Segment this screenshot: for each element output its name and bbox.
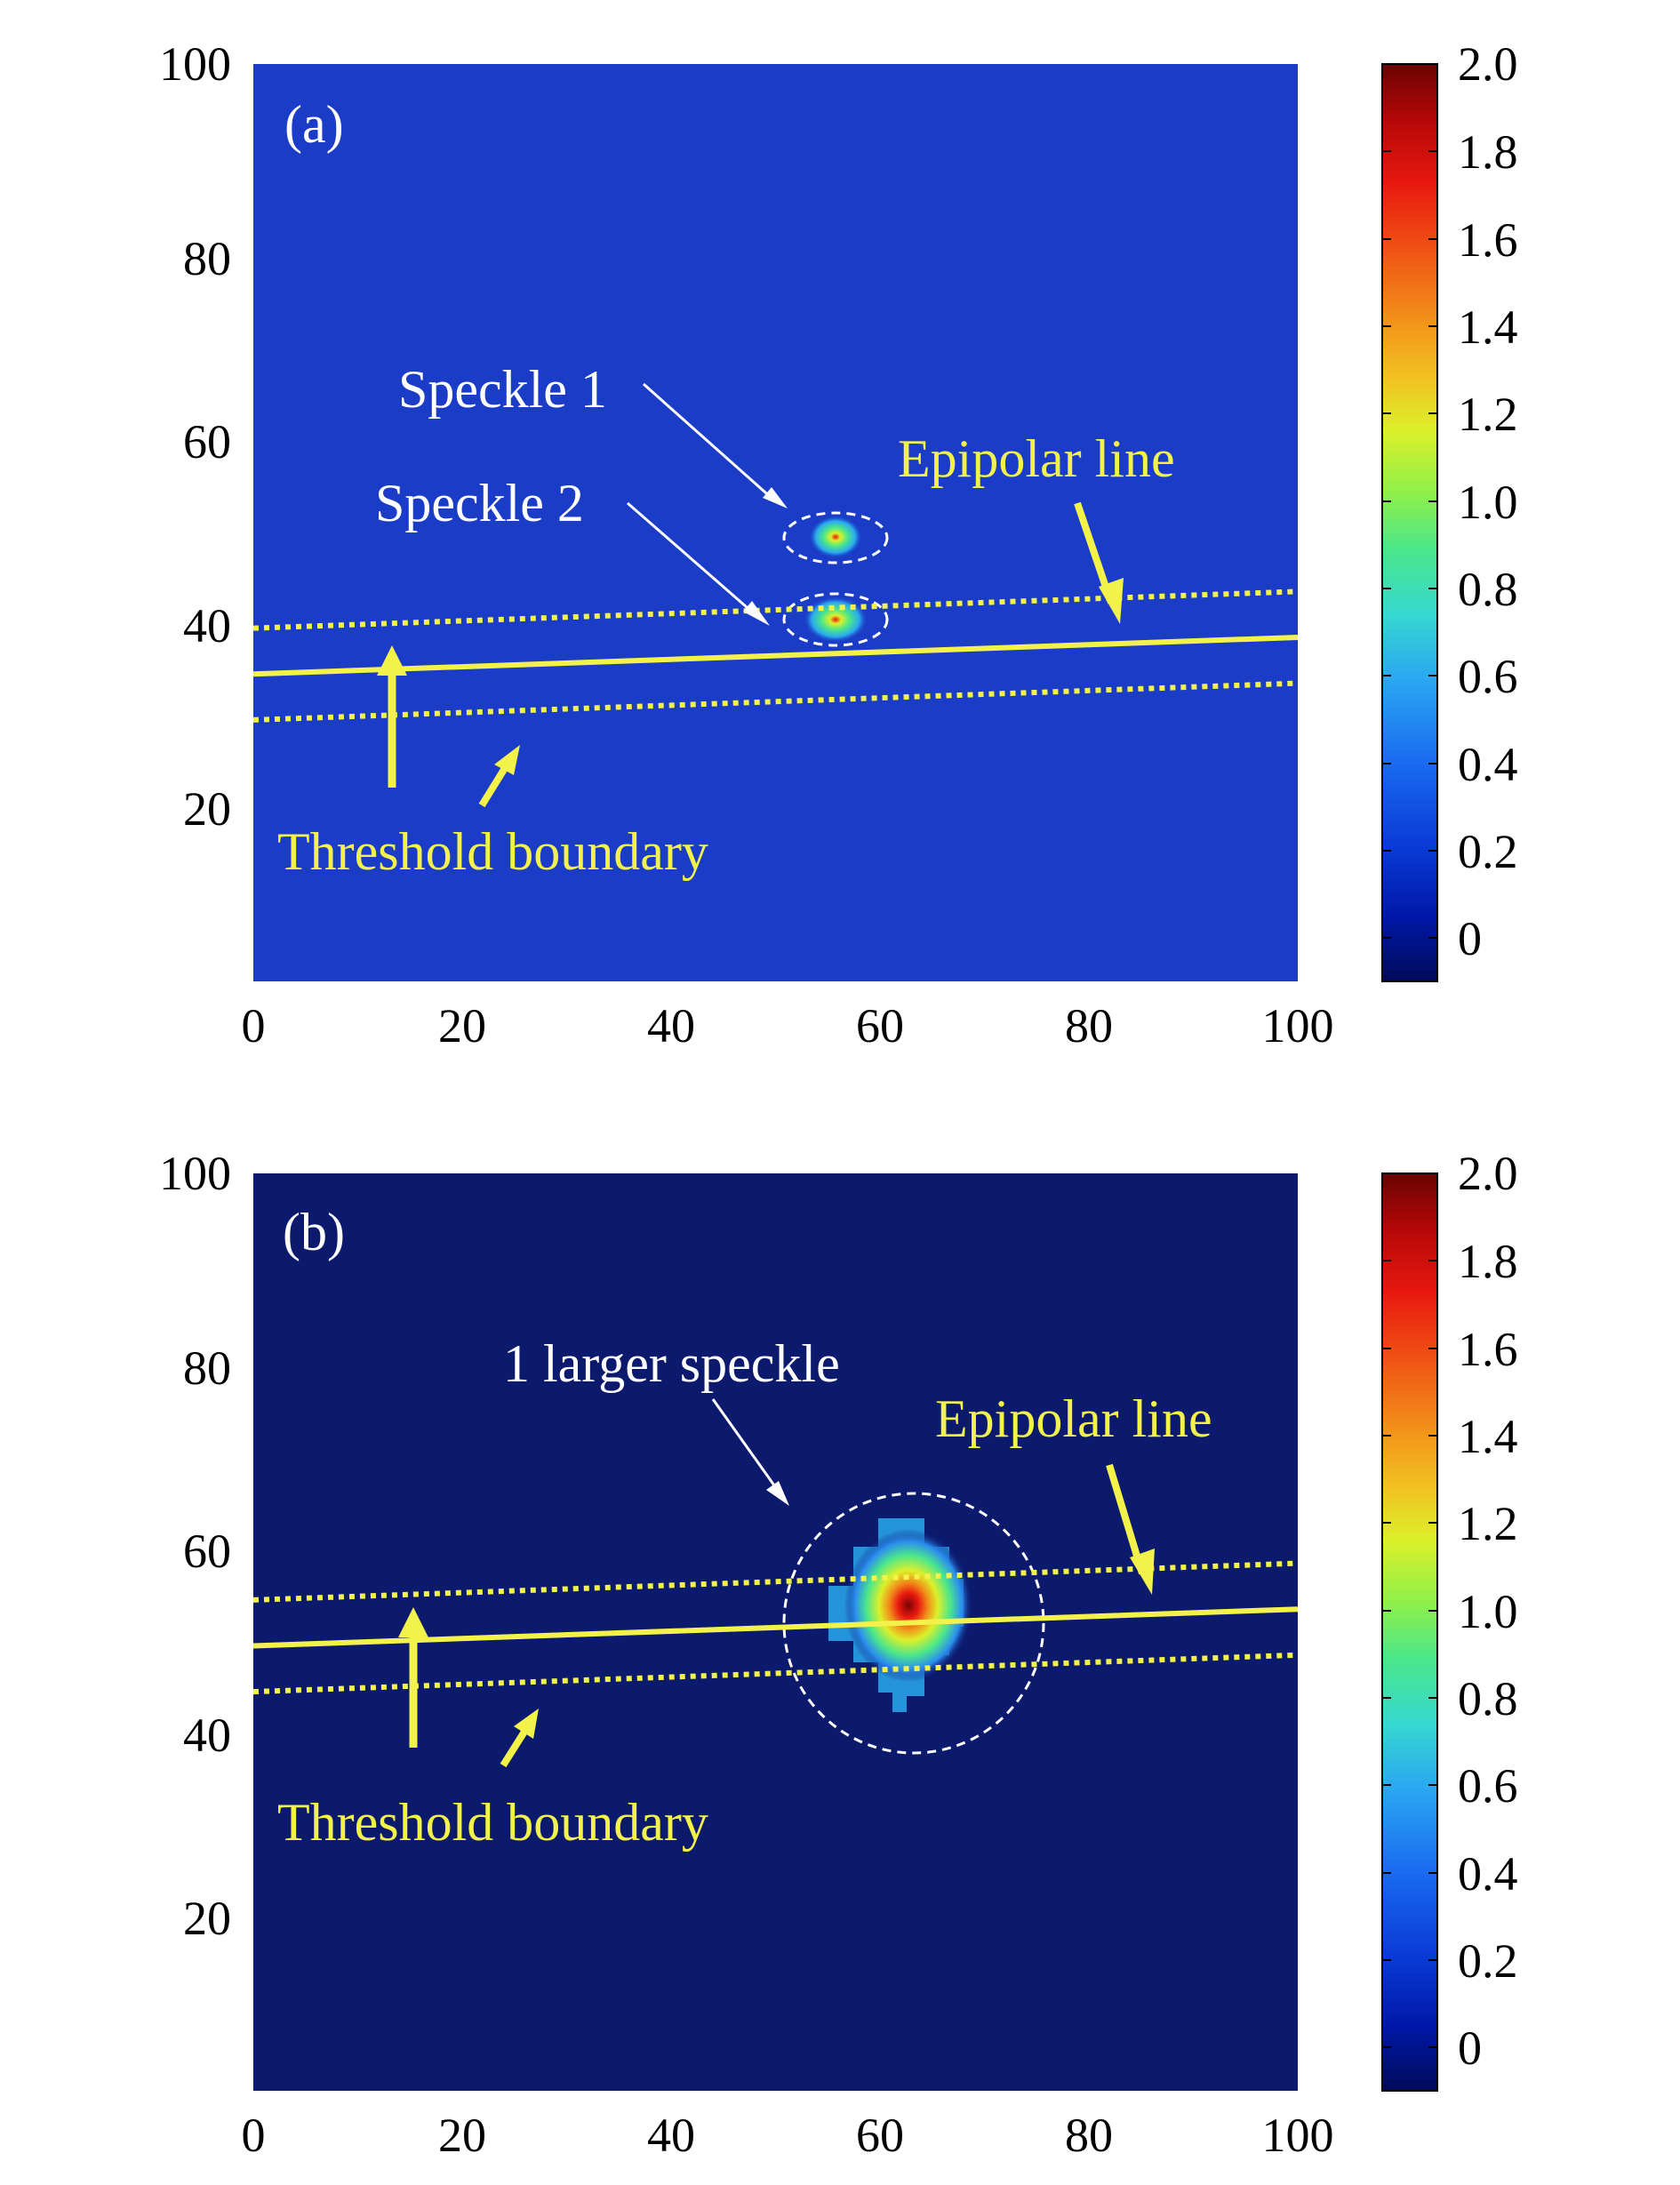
panel-b-colorbar-bar (1381, 1173, 1438, 2092)
panel-a-threshold-label: Threshold boundary (277, 822, 708, 881)
panel-b-x-tick-4: 80 (1065, 2109, 1113, 2162)
panel-b-speckle-blob (844, 1529, 972, 1682)
panel-b-epipolar-line (252, 1606, 1299, 1649)
panel-b-label: (b) (283, 1203, 345, 1261)
panel-b-x-tick-3: 60 (856, 2109, 904, 2162)
panel-b-cbar-tick-2-0: 2.0 (1458, 1147, 1518, 1200)
panel-a-speckle-1 (809, 516, 862, 558)
panel-a-epipolar-line (252, 635, 1299, 677)
panel-b-threshold-arrow-diag (500, 1709, 539, 1768)
panel-b-speckle-pointer (711, 1398, 789, 1506)
panel-a-cbar-tick-0-8: 0.8 (1458, 563, 1518, 616)
panel-b-colorbar: 0 0.2 0.4 0.6 0.8 1.0 1.2 1.4 1.6 1.8 2.… (1381, 1147, 1518, 2092)
panel-a-threshold-arrow-diag (478, 745, 520, 808)
panel-b-x-tick-2: 40 (647, 2109, 695, 2162)
panel-b-y-tick-20: 20 (183, 1892, 231, 1945)
panel-a-threshold-lower-line (252, 680, 1299, 723)
panel-b-y-tick-100: 100 (159, 1147, 231, 1200)
panel-a-x-tick-0: 0 (242, 999, 266, 1052)
panel-a-cbar-tick-1-6: 1.6 (1458, 213, 1518, 267)
panel-b-cbar-tick-0-6: 0.6 (1458, 1759, 1518, 1813)
panel-a-cbar-tick-0-4: 0.4 (1458, 738, 1518, 791)
panel-a-epipolar-label: Epipolar line (898, 429, 1175, 488)
panel-b-speckle-circle (782, 1492, 1045, 1755)
panel-a-y-tick-40: 40 (183, 599, 231, 652)
panel-a-y-tick-20: 20 (183, 782, 231, 836)
panel-a-cbar-tick-1-4: 1.4 (1458, 300, 1518, 354)
panel-b-x-ticks: 0 20 40 60 80 100 (242, 2109, 1334, 2162)
panel-b-x-tick-1: 20 (438, 2109, 486, 2162)
panel-a-x-tick-3: 60 (856, 999, 904, 1052)
panel-a-y-ticks: 20 40 60 80 100 (159, 37, 231, 836)
panel-a-y-tick-60: 60 (183, 415, 231, 468)
panel-a-speckle-2-label: Speckle 2 (375, 474, 584, 532)
panel-a: (a) Speckle 1 Speckle 2 Epipolar line Th… (159, 37, 1518, 1052)
panel-b-threshold-label: Threshold boundary (277, 1793, 708, 1852)
panel-a-speckle-1-blob (809, 516, 862, 558)
panel-b: (b) 1 larger speckle Epipolar line Thres… (159, 1147, 1518, 2162)
panel-a-x-tick-2: 40 (647, 999, 695, 1052)
panel-a-threshold-arrow-up (377, 645, 407, 788)
panel-a-speckle-2-blob (804, 596, 868, 643)
panel-a-label: (a) (284, 95, 344, 154)
panel-b-epipolar-arrow (1106, 1463, 1155, 1595)
panel-b-plot-area (253, 1173, 1298, 2091)
panel-a-cbar-tick-0: 0 (1458, 912, 1482, 965)
panel-a-cbar-tick-1-2: 1.2 (1458, 388, 1518, 441)
panel-b-y-tick-60: 60 (183, 1525, 231, 1578)
panel-a-plot-area (253, 64, 1298, 981)
panel-b-threshold-upper-line (252, 1560, 1299, 1603)
panel-a-threshold-upper-line (252, 588, 1299, 631)
panel-b-cbar-tick-1-8: 1.8 (1458, 1235, 1518, 1288)
panel-a-colorbar-bar (1381, 63, 1438, 982)
panel-b-x-tick-5: 100 (1262, 2109, 1334, 2162)
panel-a-speckle-2 (804, 596, 868, 643)
panel-b-y-tick-80: 80 (183, 1341, 231, 1395)
panel-a-cbar-tick-1-0: 1.0 (1458, 476, 1518, 529)
panel-a-cbar-tick-0-2: 0.2 (1458, 825, 1518, 878)
panel-a-cbar-tick-2-0: 2.0 (1458, 37, 1518, 91)
panel-a-colorbar-ticks (1382, 150, 1437, 939)
panel-a-cbar-tick-1-8: 1.8 (1458, 125, 1518, 179)
panel-b-cbar-tick-0: 0 (1458, 2021, 1482, 2075)
panel-b-threshold-arrow-up (398, 1607, 428, 1748)
panel-b-x-tick-0: 0 (242, 2109, 266, 2162)
panel-b-y-ticks: 20 40 60 80 100 (159, 1147, 231, 1945)
panel-a-x-tick-4: 80 (1065, 999, 1113, 1052)
panel-b-colorbar-ticks (1382, 1260, 1437, 2048)
panel-a-x-tick-1: 20 (438, 999, 486, 1052)
panel-a-speckle-2-circle (782, 592, 889, 647)
panel-b-cbar-tick-0-2: 0.2 (1458, 1934, 1518, 1988)
panel-b-y-tick-40: 40 (183, 1709, 231, 1762)
panel-b-cbar-tick-0-8: 0.8 (1458, 1672, 1518, 1725)
panel-a-speckle-1-pointer (643, 382, 788, 508)
panel-b-threshold-lower-line (252, 1652, 1299, 1695)
panel-b-cbar-tick-1-2: 1.2 (1458, 1497, 1518, 1550)
panel-a-speckle-1-circle (782, 511, 889, 564)
panel-b-cbar-tick-1-4: 1.4 (1458, 1410, 1518, 1463)
panel-b-cbar-tick-1-6: 1.6 (1458, 1323, 1518, 1376)
panel-a-x-ticks: 0 20 40 60 80 100 (242, 999, 1334, 1052)
panel-a-speckle-1-label: Speckle 1 (398, 360, 607, 419)
panel-a-y-tick-100: 100 (159, 37, 231, 91)
panel-b-cbar-tick-0-4: 0.4 (1458, 1847, 1518, 1901)
panel-b-cbar-tick-1-0: 1.0 (1458, 1585, 1518, 1638)
panel-b-speckle-label: 1 larger speckle (503, 1334, 840, 1393)
panel-b-epipolar-label: Epipolar line (935, 1389, 1212, 1448)
panel-a-speckle-2-pointer (627, 501, 770, 626)
panel-a-cbar-tick-0-6: 0.6 (1458, 650, 1518, 703)
panel-a-epipolar-arrow (1074, 501, 1124, 624)
panel-a-x-tick-5: 100 (1262, 999, 1334, 1052)
panel-a-y-tick-80: 80 (183, 232, 231, 285)
panel-b-speckle (828, 1518, 972, 1712)
panel-a-colorbar: 0 0.2 0.4 0.6 0.8 1.0 1.2 1.4 1.6 1.8 2.… (1381, 37, 1518, 982)
